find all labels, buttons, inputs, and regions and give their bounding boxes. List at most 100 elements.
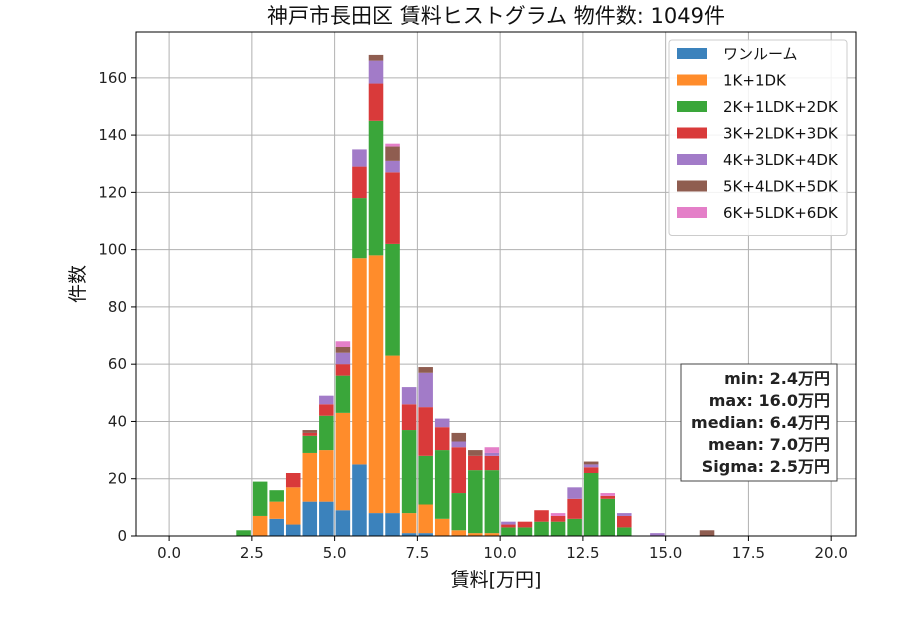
histogram-bar-segment — [368, 83, 384, 121]
stats-line: median: 6.4万円 — [691, 413, 830, 432]
histogram-bar-segment — [617, 513, 632, 516]
histogram-bar-segment — [501, 521, 516, 525]
histogram-bar-segment — [352, 166, 367, 199]
x-tick-label: 2.5 — [240, 544, 264, 562]
histogram-bar-segment — [385, 146, 400, 161]
histogram-bar-segment — [352, 258, 367, 465]
histogram-bars — [236, 54, 715, 536]
histogram-bar-segment — [269, 518, 284, 536]
legend-entry: 1K+1DK — [723, 72, 787, 90]
stats-line: max: 16.0万円 — [709, 391, 830, 410]
x-tick-label: 15.0 — [649, 544, 682, 562]
legend-swatch — [677, 48, 707, 59]
y-tick-label: 160 — [98, 69, 127, 87]
histogram-bar-segment — [434, 427, 450, 451]
x-tick-label: 5.0 — [323, 544, 347, 562]
y-tick-label: 40 — [108, 412, 127, 430]
chart-title: 神戸市長田区 賃料ヒストグラム 物件数: 1049件 — [267, 4, 725, 28]
histogram-bar-segment — [285, 473, 301, 488]
y-tick-label: 0 — [117, 527, 127, 545]
legend-swatch — [677, 74, 707, 86]
y-tick-label: 20 — [108, 470, 127, 488]
legend-swatch — [677, 127, 707, 139]
histogram-bar-segment — [418, 367, 433, 373]
legend-entry: 6K+5LDK+6DK — [723, 204, 839, 222]
histogram-bar-segment — [567, 498, 582, 519]
x-axis-label: 賃料[万円] — [451, 569, 542, 591]
histogram-bar-segment — [368, 54, 384, 61]
histogram-bar-segment — [335, 347, 351, 353]
histogram-bar-segment — [567, 518, 582, 536]
histogram-bar-segment — [285, 487, 301, 525]
legend-entry: 4K+3LDK+4DK — [723, 151, 839, 169]
histogram-bar-segment — [583, 467, 599, 473]
histogram-bar-segment — [285, 524, 301, 536]
histogram-bar-segment — [319, 450, 334, 502]
histogram-bar-segment — [583, 461, 599, 465]
histogram-bar-segment — [468, 533, 483, 536]
histogram-bar-segment — [418, 407, 433, 456]
histogram-bar-segment — [302, 430, 318, 433]
y-tick-label: 60 — [108, 355, 127, 373]
histogram-bar-segment — [302, 501, 318, 536]
histogram-bar-segment — [319, 404, 334, 416]
histogram-bar-segment — [418, 504, 433, 534]
histogram-bar-segment — [600, 493, 615, 496]
histogram-bar-segment — [434, 518, 450, 536]
stats-box: min: 2.4万円 max: 16.0万円 median: 6.4万円 mean: … — [680, 363, 838, 482]
histogram-bar-segment — [617, 515, 632, 528]
histogram-bar-segment — [484, 533, 500, 536]
histogram-bar-segment — [418, 533, 433, 536]
histogram-bar-segment — [335, 352, 351, 365]
histogram-bar-segment — [385, 172, 400, 244]
histogram-bar-segment — [418, 372, 433, 408]
y-tick-label: 140 — [98, 126, 127, 144]
histogram-bar-segment — [418, 455, 433, 505]
legend-entry: 5K+4LDK+5DK — [723, 178, 839, 196]
histogram-bar-segment — [451, 493, 467, 531]
histogram-bar-segment — [269, 490, 284, 502]
histogram-bar-segment — [468, 455, 483, 471]
histogram-bar-segment — [368, 60, 384, 84]
histogram-bar-segment — [385, 355, 400, 514]
histogram-bar-segment — [699, 530, 715, 536]
histogram-bar-segment — [534, 521, 549, 536]
histogram-bar-segment — [401, 387, 417, 405]
histogram-bar-segment — [335, 364, 351, 376]
histogram-bar-segment — [468, 450, 483, 456]
histogram-bar-segment — [385, 243, 400, 356]
histogram-bar-segment — [252, 481, 268, 516]
stats-box-frame — [680, 363, 838, 482]
legend-swatch — [677, 207, 707, 218]
plot-frame — [135, 31, 857, 537]
y-tick-label: 80 — [108, 298, 127, 316]
legend: ワンルーム 1K+1DK 2K+1LDK+2DK 3K+2LDK+3DK 4K+3LDK… — [668, 39, 848, 236]
histogram-bar-segment — [517, 521, 533, 528]
histogram-bar-segment — [484, 447, 500, 453]
x-tick-label: 7.5 — [405, 544, 429, 562]
histogram-bar-segment — [269, 501, 284, 519]
x-tick-label: 12.5 — [566, 544, 599, 562]
histogram-bar-segment — [302, 435, 318, 453]
y-axis-ticks: 0 20 40 60 80 100 120 140 160 — [98, 69, 136, 545]
stats-line: min: 2.4万円 — [724, 369, 830, 388]
legend-swatch — [677, 101, 707, 112]
histogram-bar-segment — [401, 430, 417, 514]
histogram-bar-segment — [451, 432, 467, 442]
histogram-bar-segment — [484, 470, 500, 534]
histogram-bar-segment — [401, 533, 417, 536]
histogram-bar-segment — [368, 120, 384, 256]
histogram-bar-segment — [451, 441, 467, 448]
histogram-bar-segment — [385, 513, 400, 536]
histogram-bar-segment — [550, 513, 566, 516]
legend-box — [668, 39, 848, 236]
legend-entry: 2K+1LDK+2DK — [723, 98, 839, 116]
x-tick-label: 17.5 — [732, 544, 765, 562]
histogram-bar-segment — [302, 452, 318, 502]
histogram-bar-segment — [385, 143, 400, 147]
histogram-bar-segment — [484, 452, 500, 456]
histogram-bar-segment — [319, 501, 334, 536]
histogram-bar-segment — [600, 495, 615, 499]
legend-swatch — [677, 180, 707, 192]
